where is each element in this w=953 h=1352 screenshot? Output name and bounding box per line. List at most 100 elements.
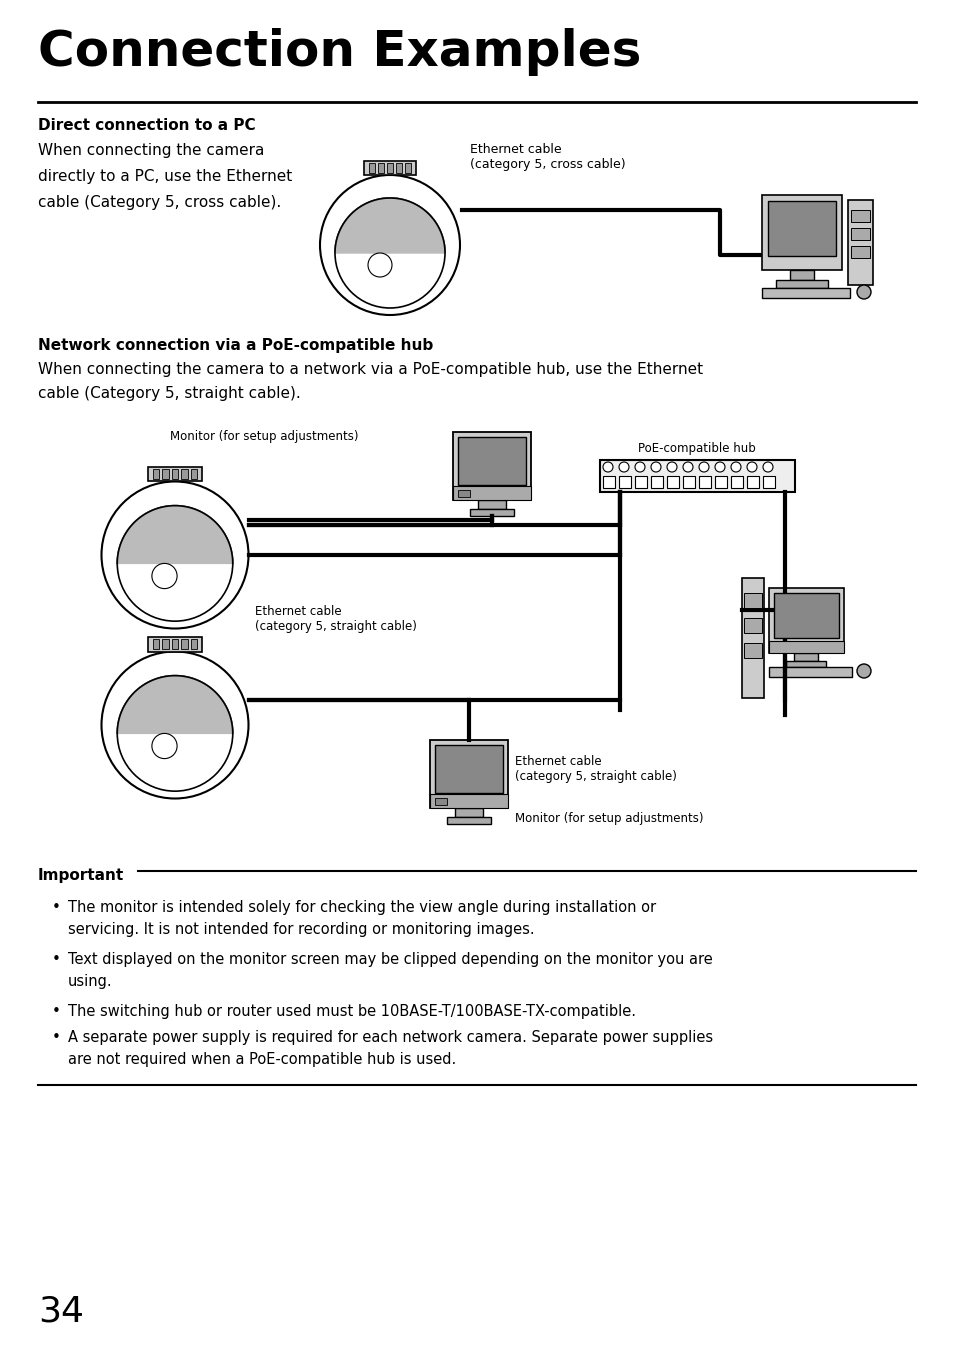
Polygon shape (117, 506, 233, 564)
Circle shape (368, 253, 392, 277)
Text: Network connection via a PoE-compatible hub: Network connection via a PoE-compatible … (38, 338, 433, 353)
Text: are not required when a PoE-compatible hub is used.: are not required when a PoE-compatible h… (68, 1052, 456, 1067)
Text: A separate power supply is required for each network camera. Separate power supp: A separate power supply is required for … (68, 1030, 713, 1045)
Text: Connection Examples: Connection Examples (38, 28, 640, 76)
Bar (435, 745, 502, 794)
Bar (457, 489, 470, 498)
Bar (148, 466, 202, 481)
Text: cable (Category 5, straight cable).: cable (Category 5, straight cable). (38, 387, 300, 402)
Bar (172, 639, 178, 649)
Bar (793, 653, 817, 661)
Bar (162, 469, 169, 480)
Circle shape (618, 462, 628, 472)
Bar (455, 808, 482, 817)
Bar (618, 476, 630, 488)
Bar (395, 164, 401, 173)
Text: •: • (52, 1030, 61, 1045)
Circle shape (602, 462, 613, 472)
Bar (602, 476, 615, 488)
Bar (148, 637, 202, 652)
Circle shape (856, 664, 870, 677)
Bar (767, 201, 835, 256)
Text: (category 5, straight cable): (category 5, straight cable) (254, 621, 416, 633)
Bar (191, 639, 197, 649)
Bar (768, 641, 843, 653)
Bar (453, 433, 531, 500)
Bar (430, 740, 507, 808)
Text: Monitor (for setup adjustments): Monitor (for setup adjustments) (515, 813, 702, 825)
Text: (category 5, cross cable): (category 5, cross cable) (470, 158, 625, 170)
Bar (599, 460, 794, 492)
Circle shape (856, 285, 870, 299)
Bar (470, 508, 514, 516)
Text: directly to a PC, use the Ethernet: directly to a PC, use the Ethernet (38, 169, 292, 184)
Bar (699, 476, 710, 488)
Bar (682, 476, 695, 488)
Bar (730, 476, 742, 488)
Bar (377, 164, 384, 173)
Bar (761, 195, 841, 270)
Bar (369, 164, 375, 173)
Text: The switching hub or router used must be 10BASE-T/100BASE-TX-compatible.: The switching hub or router used must be… (68, 1005, 636, 1019)
Text: •: • (52, 1005, 61, 1019)
Text: (category 5, straight cable): (category 5, straight cable) (515, 771, 677, 783)
Circle shape (699, 462, 708, 472)
Bar (457, 437, 525, 485)
Text: Ethernet cable: Ethernet cable (515, 754, 601, 768)
Polygon shape (335, 197, 444, 253)
Bar (172, 469, 178, 480)
Bar (773, 594, 838, 638)
Bar (181, 639, 188, 649)
Text: •: • (52, 900, 61, 915)
Bar (477, 500, 505, 508)
Circle shape (746, 462, 757, 472)
Text: •: • (52, 952, 61, 967)
Text: Important: Important (38, 868, 124, 883)
Bar (850, 246, 869, 258)
Bar (850, 228, 869, 241)
Bar (714, 476, 726, 488)
Bar (762, 476, 774, 488)
Bar (850, 210, 869, 222)
Bar (162, 639, 169, 649)
Bar (741, 579, 763, 698)
Bar (453, 485, 531, 500)
Bar (387, 164, 393, 173)
Bar (435, 798, 447, 804)
Bar (768, 588, 843, 653)
Text: 34: 34 (38, 1295, 84, 1329)
Text: cable (Category 5, cross cable).: cable (Category 5, cross cable). (38, 195, 281, 210)
Bar (405, 164, 411, 173)
Circle shape (714, 462, 724, 472)
Text: using.: using. (68, 973, 112, 990)
Circle shape (730, 462, 740, 472)
Bar (789, 270, 813, 280)
Text: When connecting the camera to a network via a PoE-compatible hub, use the Ethern: When connecting the camera to a network … (38, 362, 702, 377)
Circle shape (682, 462, 692, 472)
Bar (191, 469, 197, 480)
Circle shape (762, 462, 772, 472)
Text: Monitor (for setup adjustments): Monitor (for setup adjustments) (170, 430, 358, 443)
Bar (761, 288, 849, 297)
Bar (152, 639, 159, 649)
Bar (847, 200, 872, 285)
Bar (743, 594, 761, 608)
Bar (666, 476, 679, 488)
Text: Text displayed on the monitor screen may be clipped depending on the monitor you: Text displayed on the monitor screen may… (68, 952, 712, 967)
Bar (775, 280, 827, 288)
Polygon shape (117, 676, 233, 733)
Bar (430, 794, 507, 808)
Text: Direct connection to a PC: Direct connection to a PC (38, 118, 255, 132)
Bar (768, 667, 851, 677)
Text: servicing. It is not intended for recording or monitoring images.: servicing. It is not intended for record… (68, 922, 534, 937)
Circle shape (635, 462, 644, 472)
Bar (181, 469, 188, 480)
Bar (785, 661, 825, 667)
Bar (447, 817, 491, 823)
Bar (364, 161, 416, 174)
Text: Ethernet cable: Ethernet cable (470, 143, 561, 155)
Text: PoE-compatible hub: PoE-compatible hub (638, 442, 755, 456)
Text: When connecting the camera: When connecting the camera (38, 143, 264, 158)
Bar (152, 469, 159, 480)
Circle shape (152, 733, 177, 758)
